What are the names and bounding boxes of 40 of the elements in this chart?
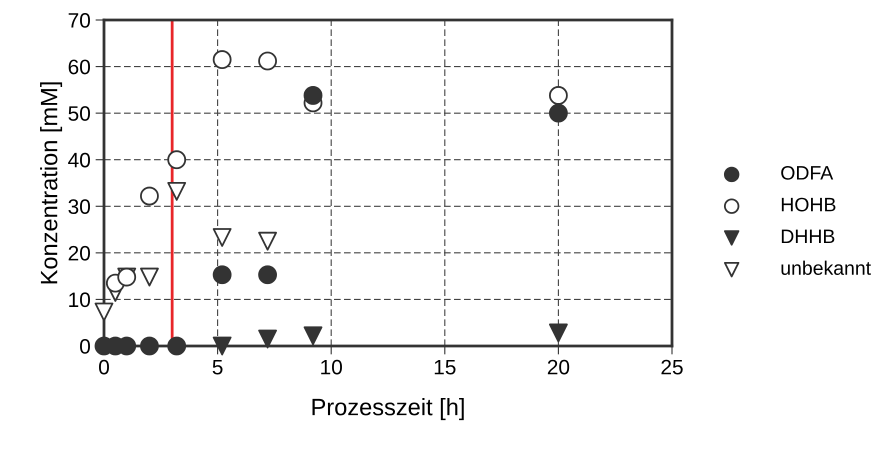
point	[548, 104, 568, 123]
point	[140, 268, 159, 286]
point	[258, 265, 277, 284]
point	[212, 228, 232, 247]
y-tick-label: 30	[68, 199, 90, 214]
point	[167, 150, 186, 170]
x-tick-label: 15	[434, 360, 456, 374]
x-tick-label: 10	[321, 360, 342, 374]
point	[167, 336, 186, 356]
point	[140, 186, 159, 206]
point	[258, 52, 277, 70]
legend-label: DHHB	[782, 230, 834, 244]
x-tick-label: 25	[661, 360, 683, 374]
point	[212, 265, 232, 284]
point	[94, 302, 114, 322]
y-tick-label: 20	[68, 246, 90, 261]
y-tick-label: 50	[68, 106, 90, 121]
point	[548, 324, 568, 342]
point	[212, 50, 232, 69]
y-tick-label: 60	[68, 60, 90, 74]
legend-label: HOHB	[782, 198, 836, 212]
legend-label: unbekannt	[782, 260, 871, 275]
point	[548, 86, 568, 105]
legend-label: ODFA	[781, 166, 834, 180]
point	[304, 86, 322, 105]
y-tick-label: 40	[68, 152, 90, 168]
point	[140, 336, 159, 356]
x-axis-title: Prozesszeit [h]	[312, 398, 464, 420]
y-tick-label: 0	[80, 339, 90, 354]
x-tick-label: 5	[212, 360, 223, 374]
x-tick-label: 20	[548, 360, 570, 374]
point	[258, 232, 277, 251]
point	[167, 182, 186, 201]
point	[258, 330, 277, 348]
point	[304, 326, 322, 346]
point	[212, 336, 232, 356]
y-tick-label: 70	[68, 13, 90, 28]
x-tick-label: 0	[99, 360, 109, 374]
y-tick-label: 10	[69, 292, 90, 308]
y-axis-title: Konzentration [mM]	[40, 82, 62, 284]
